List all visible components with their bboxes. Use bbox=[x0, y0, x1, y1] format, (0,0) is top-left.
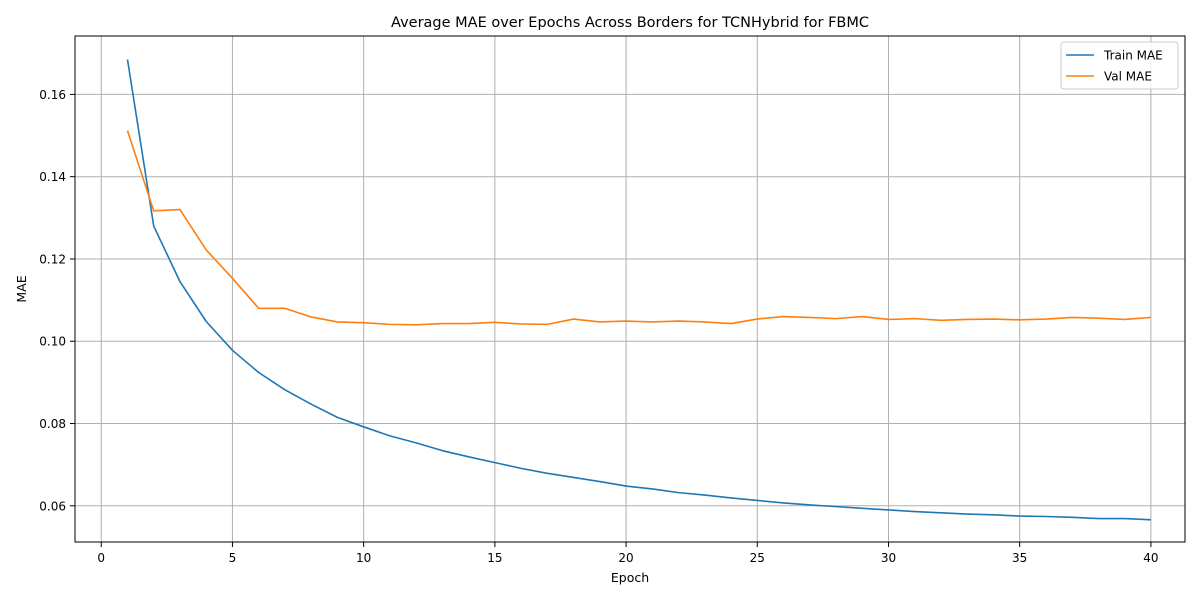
y-tick-label: 0.16 bbox=[39, 88, 66, 102]
y-tick-label: 0.06 bbox=[39, 499, 66, 513]
x-tick-label: 15 bbox=[487, 551, 502, 565]
x-tick-label: 25 bbox=[750, 551, 765, 565]
series-lines bbox=[126, 59, 1151, 521]
legend-label-train-mae: Train MAE bbox=[1103, 49, 1163, 63]
x-tick-label: 10 bbox=[356, 551, 371, 565]
y-axis-label: MAE bbox=[14, 275, 29, 302]
x-axis-label: Epoch bbox=[611, 570, 649, 585]
val-mae-line bbox=[126, 130, 1151, 326]
x-tick-label: 0 bbox=[97, 551, 105, 565]
y-tick-label: 0.12 bbox=[39, 252, 66, 266]
chart-title: Average MAE over Epochs Across Borders f… bbox=[391, 15, 869, 31]
legend-label-val-mae: Val MAE bbox=[1104, 70, 1152, 84]
y-tick-label: 0.10 bbox=[39, 335, 66, 349]
y-axis-ticks: 0.06 0.08 0.10 0.12 0.14 0.16 bbox=[39, 88, 75, 513]
legend-box bbox=[1060, 41, 1179, 90]
plot-frame bbox=[74, 35, 1186, 543]
x-tick-label: 35 bbox=[1012, 551, 1027, 565]
x-axis-ticks: 0 5 10 15 20 25 30 35 40 bbox=[97, 542, 1159, 565]
x-tick-label: 5 bbox=[229, 551, 237, 565]
grid bbox=[75, 36, 1185, 542]
legend: Train MAE Val MAE bbox=[1060, 41, 1179, 90]
x-tick-label: 20 bbox=[618, 551, 633, 565]
y-tick-label: 0.14 bbox=[39, 170, 66, 184]
x-tick-label: 40 bbox=[1143, 551, 1158, 565]
y-tick-label: 0.08 bbox=[39, 417, 66, 431]
train-mae-line bbox=[126, 59, 1151, 521]
x-tick-label: 30 bbox=[881, 551, 896, 565]
